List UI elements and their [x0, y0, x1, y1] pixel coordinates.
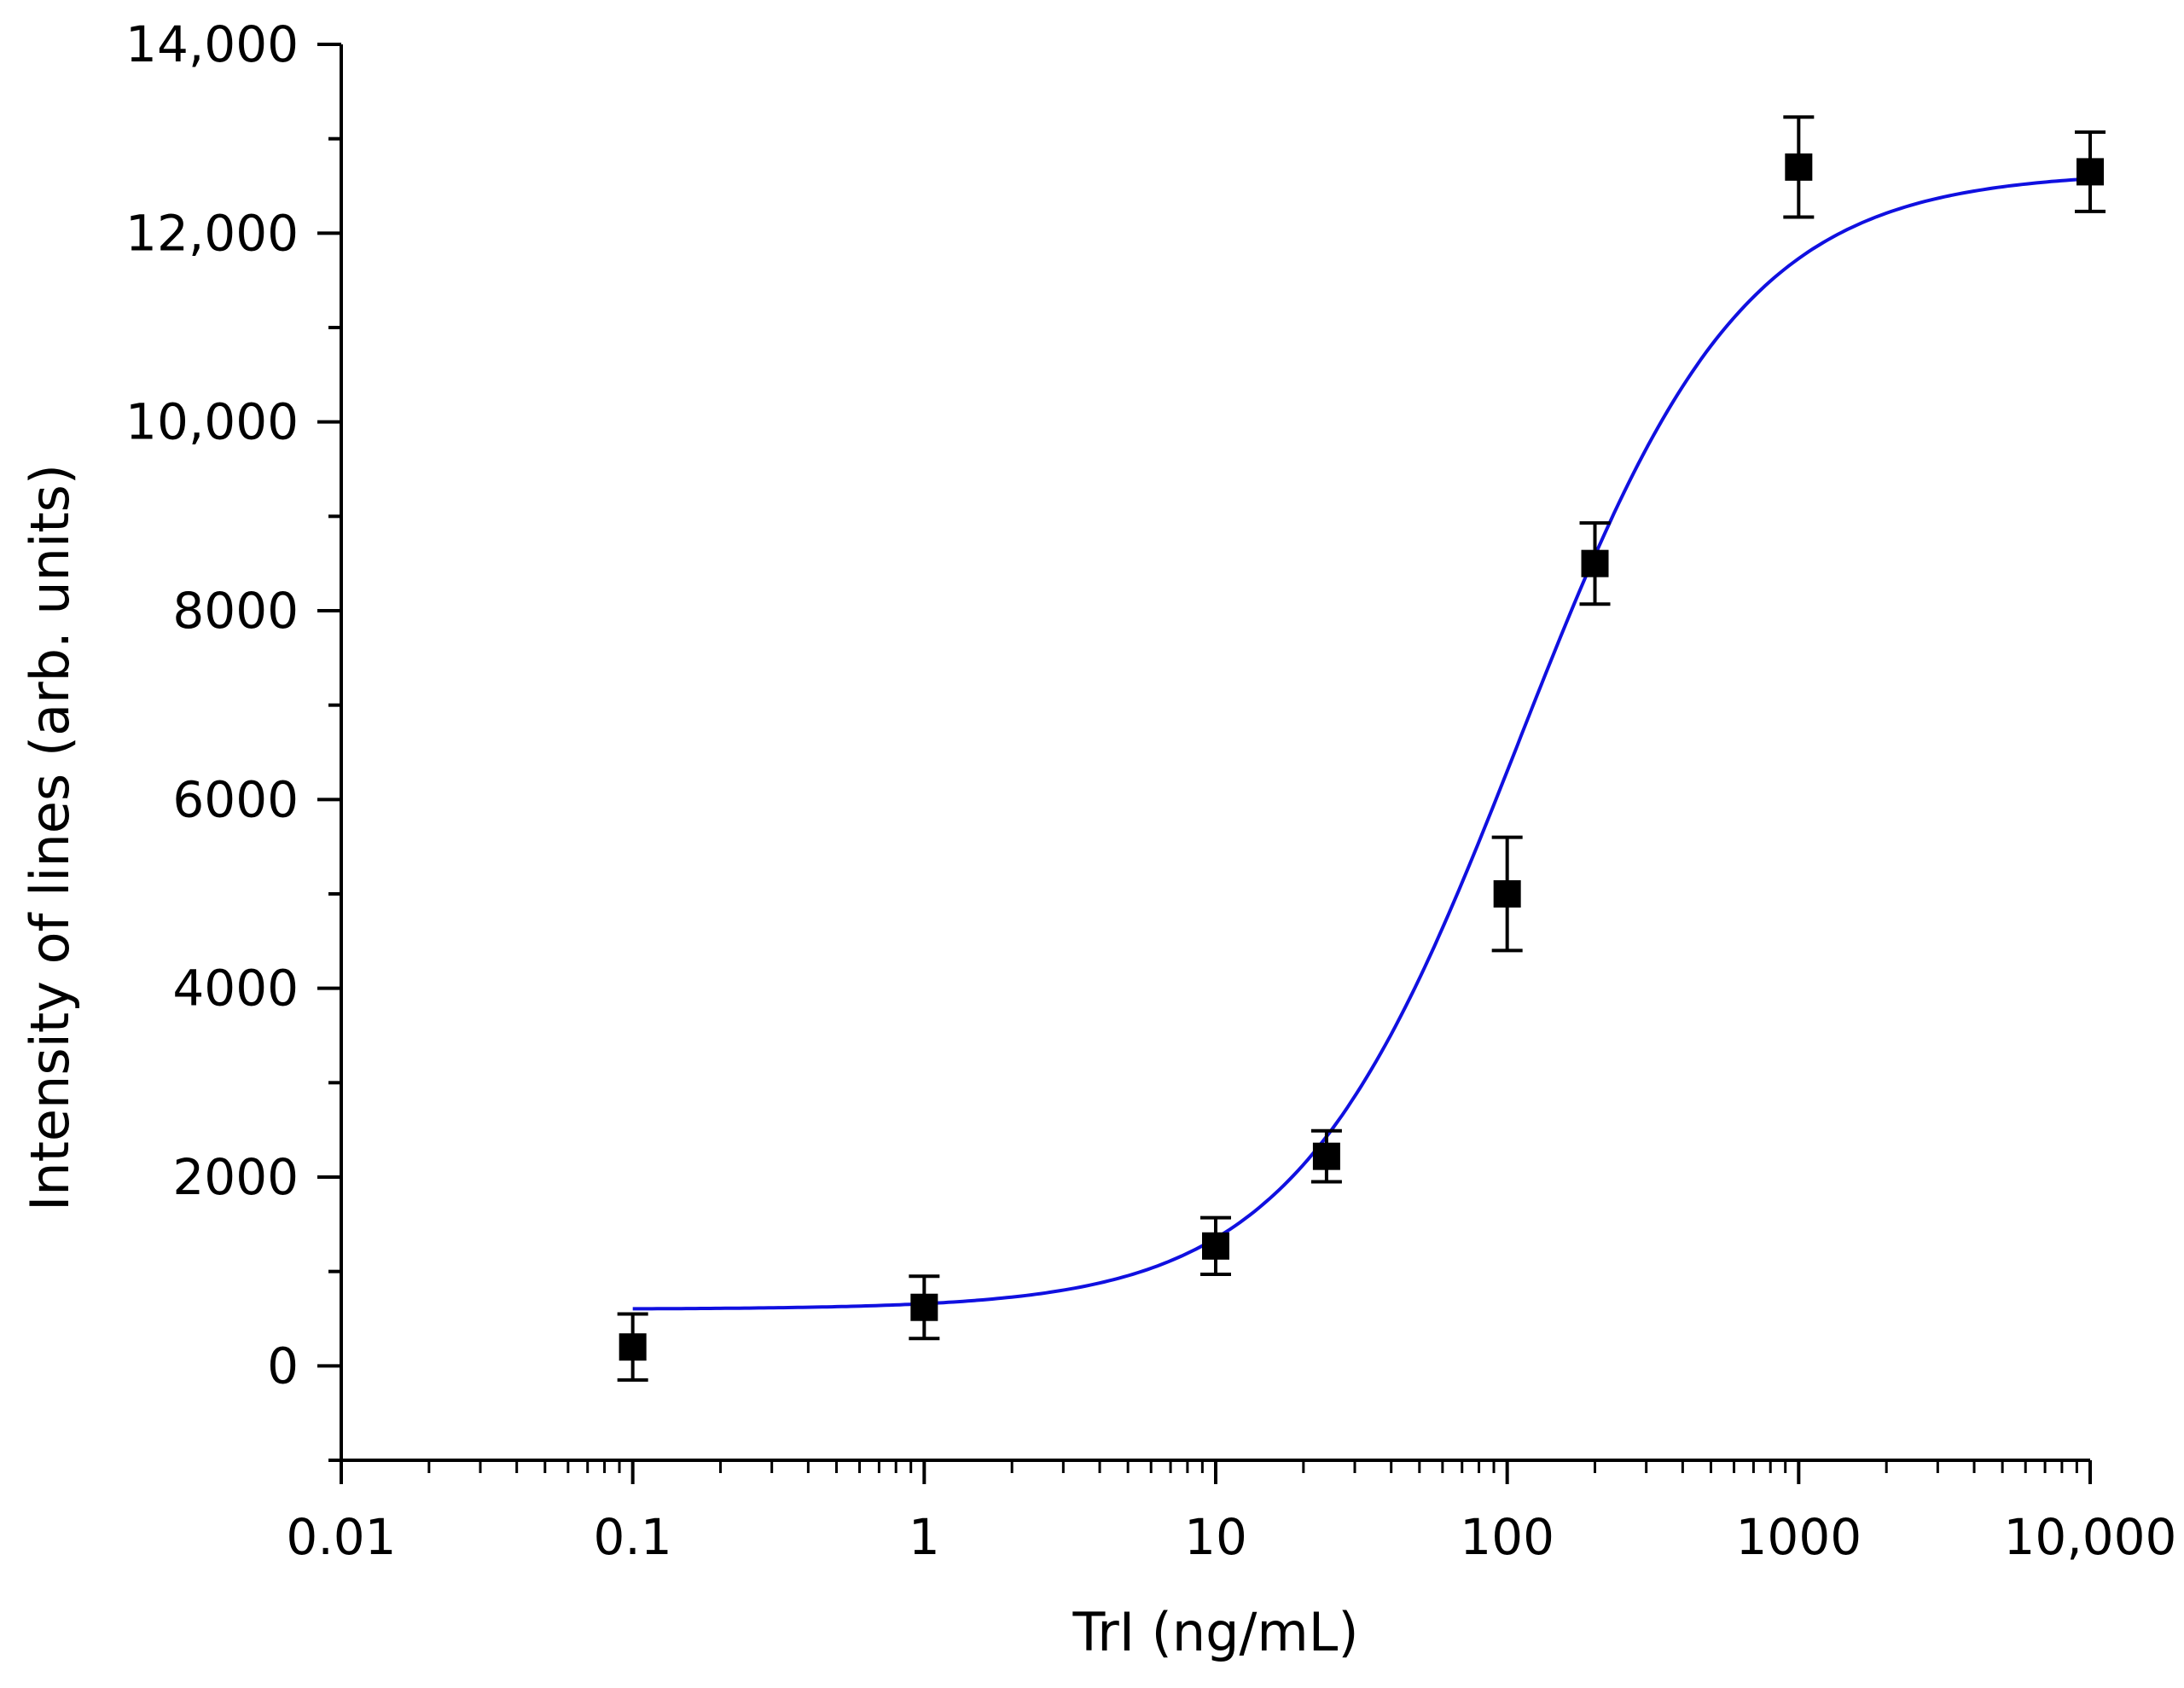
y-tick-label: 2000 — [172, 1148, 299, 1206]
data-point-group — [909, 1274, 940, 1341]
data-point-group — [1491, 835, 1523, 953]
y-tick-label: 12,000 — [125, 204, 299, 262]
points-layer — [617, 115, 2106, 1382]
y-tick-label: 14,000 — [125, 15, 299, 73]
data-point-group — [1310, 1128, 1342, 1184]
data-point-group — [2075, 130, 2106, 213]
data-point — [619, 1333, 647, 1361]
data-point-group — [1579, 521, 1611, 606]
data-point — [1581, 549, 1609, 577]
y-tick-label: 4000 — [172, 960, 299, 1018]
y-tick-label: 10,000 — [125, 393, 299, 451]
x-tick-label: 10 — [1184, 1508, 1247, 1566]
data-point-group — [617, 1312, 648, 1382]
y-tick-label: 8000 — [172, 582, 299, 640]
x-tick-label: 10,000 — [2004, 1508, 2177, 1566]
data-point — [910, 1293, 938, 1321]
x-axis-title: TrI (ng/mL) — [1072, 1601, 1358, 1663]
data-point — [1785, 153, 1813, 181]
data-point — [2077, 158, 2104, 186]
x-tick-label: 100 — [1460, 1508, 1554, 1566]
x-ticks: 0.01 0.1 1 10 100 1000 10,000 — [286, 1460, 2176, 1566]
x-tick-label: 1000 — [1736, 1508, 1862, 1566]
y-axis-title: Intensity of lines (arb. units) — [19, 464, 81, 1211]
data-point — [1493, 880, 1521, 908]
data-point — [1312, 1142, 1340, 1170]
fit-layer — [632, 177, 2091, 1311]
data-point-group — [1783, 115, 1815, 219]
data-point — [1202, 1232, 1229, 1260]
y-tick-label: 0 — [267, 1337, 299, 1395]
y-tick-label: 6000 — [172, 770, 299, 828]
x-tick-label: 0.01 — [286, 1508, 396, 1566]
x-tick-label: 0.1 — [594, 1508, 672, 1566]
data-point-group — [1200, 1215, 1231, 1276]
fit-curve — [632, 177, 2091, 1311]
x-tick-label: 1 — [909, 1508, 940, 1566]
y-ticks: 0 2000 4000 6000 8000 10,000 12,000 14,000 — [125, 15, 341, 1462]
